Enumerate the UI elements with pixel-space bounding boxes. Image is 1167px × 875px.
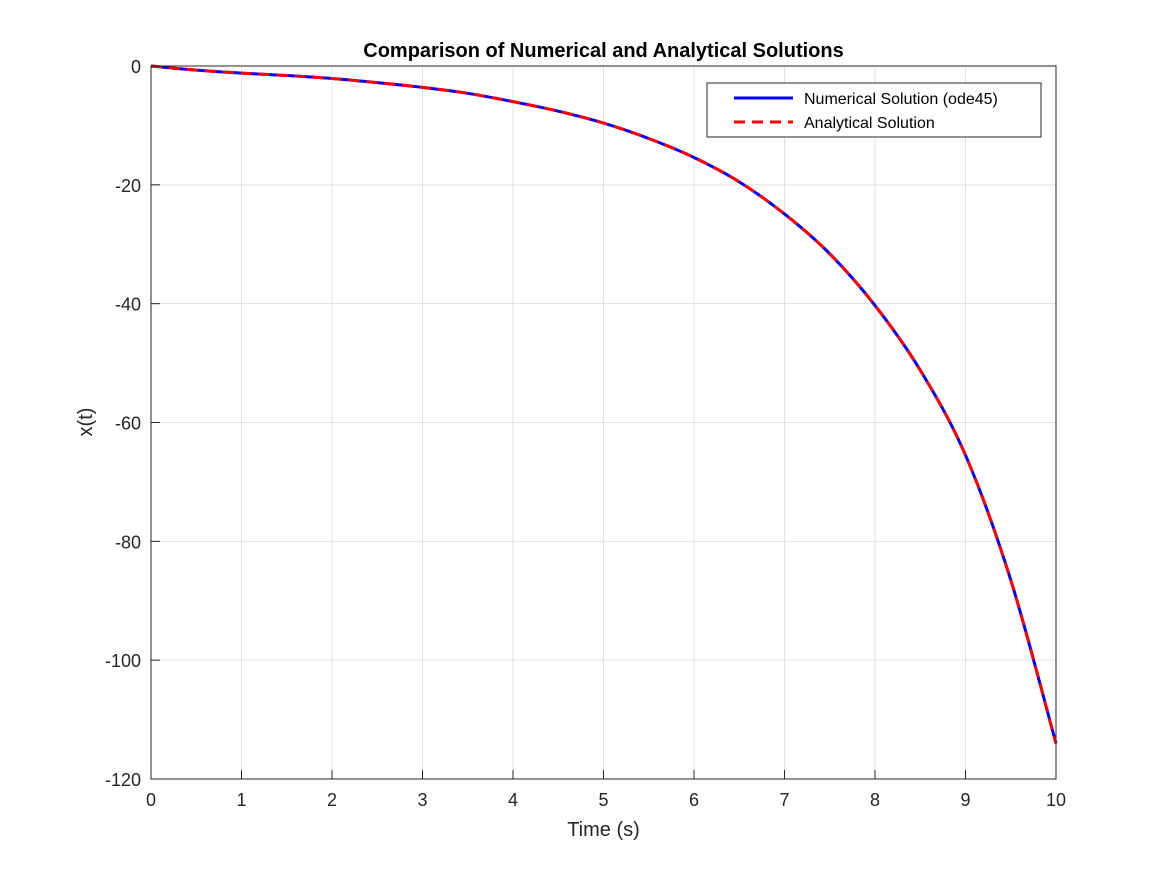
y-tick-label: -120 bbox=[105, 770, 141, 790]
x-tick-label: 2 bbox=[327, 790, 337, 810]
legend-box bbox=[706, 82, 1042, 138]
y-tick-label: -100 bbox=[105, 651, 141, 671]
x-tick-label: 7 bbox=[779, 790, 789, 810]
x-tick-label: 3 bbox=[417, 790, 427, 810]
series-line-analytical bbox=[150, 64, 1058, 744]
axis-ticks: 0 1 2 3 4 5 6 7 8 9 10 0 -20 -40 -60 -80 -100 -120 bbox=[105, 57, 1066, 810]
legend-label-numerical: Numerical Solution (ode45) bbox=[804, 91, 998, 108]
x-tick-label: 6 bbox=[689, 790, 699, 810]
legend-label-analytical: Analytical Solution bbox=[804, 115, 935, 132]
y-tick-label: 0 bbox=[131, 57, 141, 77]
y-tick-label: -20 bbox=[115, 176, 141, 196]
y-tick-label: -80 bbox=[115, 532, 141, 552]
x-tick-label: 9 bbox=[960, 790, 970, 810]
y-axis-title: x(t) bbox=[75, 408, 97, 437]
y-tick-label: -60 bbox=[115, 414, 141, 434]
x-tick-label: 4 bbox=[508, 790, 518, 810]
plot-area bbox=[150, 64, 1058, 744]
y-tick-label: -40 bbox=[115, 295, 141, 315]
chart-title: Comparison of Numerical and Analytical S… bbox=[363, 40, 843, 62]
x-tick-label: 0 bbox=[146, 790, 156, 810]
x-axis-title: Time (s) bbox=[567, 819, 640, 841]
x-tick-label: 8 bbox=[870, 790, 880, 810]
x-tick-label: 1 bbox=[236, 790, 246, 810]
legend: Numerical Solution (ode45) Analytical So… bbox=[706, 82, 1042, 138]
x-tick-label: 5 bbox=[598, 790, 608, 810]
x-tick-label: 10 bbox=[1046, 790, 1066, 810]
